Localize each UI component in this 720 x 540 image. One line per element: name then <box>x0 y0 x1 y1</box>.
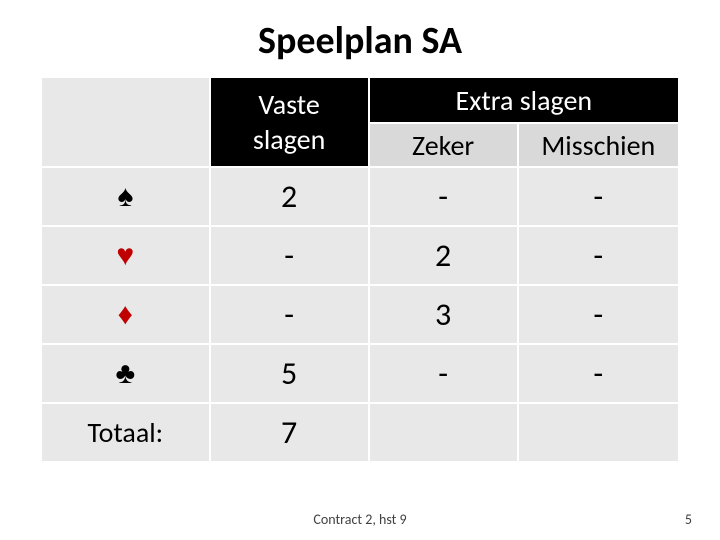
header-vaste: Vaste slagen <box>210 77 369 167</box>
header-vaste-line2: slagen <box>253 122 325 157</box>
header-blank <box>41 77 210 167</box>
cell-value: 3 <box>369 285 518 344</box>
header-misschien: Misschien <box>518 123 679 167</box>
slide: Speelplan SA Vaste slagen Extra slagen Z… <box>0 0 720 540</box>
cell-value: - <box>518 167 679 226</box>
slide-title: Speelplan SA <box>0 0 720 76</box>
suit-cell: ♣ <box>41 344 210 403</box>
totaal-label: Totaal: <box>41 403 210 462</box>
table-row: ♣ 5 - - <box>41 344 679 403</box>
table-row: ♦ - 3 - <box>41 285 679 344</box>
header-vaste-line1: Vaste <box>258 87 319 122</box>
cell-value: 7 <box>210 403 369 462</box>
table-row: ♥ - 2 - <box>41 226 679 285</box>
cell-value <box>369 403 518 462</box>
diamond-icon: ♦ <box>118 296 133 333</box>
cell-value: 5 <box>210 344 369 403</box>
speelplan-table: Vaste slagen Extra slagen Zeker Misschie… <box>40 76 680 463</box>
footer-center: Contract 2, hst 9 <box>0 511 720 528</box>
club-icon: ♣ <box>115 355 135 392</box>
cell-value <box>518 403 679 462</box>
cell-value: - <box>518 285 679 344</box>
heart-icon: ♥ <box>116 237 134 274</box>
cell-value: - <box>518 344 679 403</box>
cell-value: - <box>210 285 369 344</box>
header-zeker: Zeker <box>369 123 518 167</box>
footer-page-number: 5 <box>685 511 692 528</box>
cell-value: - <box>369 167 518 226</box>
table-row: ♠ 2 - - <box>41 167 679 226</box>
suit-cell: ♥ <box>41 226 210 285</box>
suit-cell: ♠ <box>41 167 210 226</box>
cell-value: 2 <box>210 167 369 226</box>
cell-value: 2 <box>369 226 518 285</box>
spade-icon: ♠ <box>117 178 133 215</box>
header-extra: Extra slagen <box>369 77 679 123</box>
cell-value: - <box>369 344 518 403</box>
suit-cell: ♦ <box>41 285 210 344</box>
cell-value: - <box>210 226 369 285</box>
table-row: Totaal: 7 <box>41 403 679 462</box>
cell-value: - <box>518 226 679 285</box>
